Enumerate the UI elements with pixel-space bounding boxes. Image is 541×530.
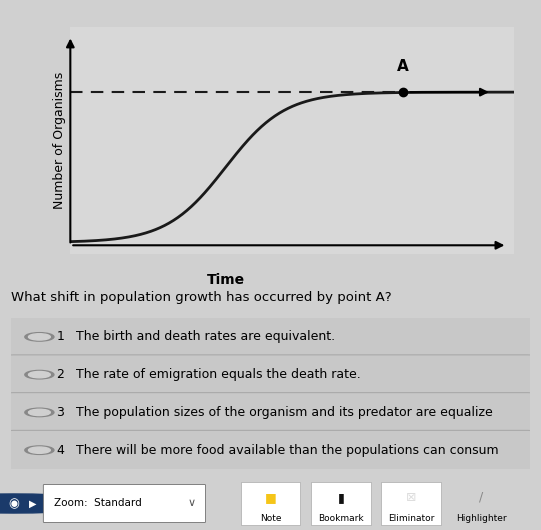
Circle shape [25, 370, 54, 379]
FancyBboxPatch shape [381, 482, 441, 525]
Text: Note: Note [260, 514, 281, 523]
Text: ∨: ∨ [188, 499, 196, 508]
FancyBboxPatch shape [8, 317, 533, 357]
Text: 2: 2 [56, 368, 64, 381]
Circle shape [0, 494, 111, 513]
Text: The birth and death rates are equivalent.: The birth and death rates are equivalent… [76, 330, 335, 343]
Text: 3: 3 [56, 406, 64, 419]
FancyBboxPatch shape [8, 393, 533, 432]
Text: ⊠: ⊠ [406, 491, 417, 504]
Circle shape [25, 333, 54, 341]
Circle shape [29, 409, 50, 416]
Circle shape [29, 372, 50, 378]
Text: The rate of emigration equals the death rate.: The rate of emigration equals the death … [76, 368, 360, 381]
Circle shape [29, 447, 50, 453]
Y-axis label: Number of Organisms: Number of Organisms [53, 72, 66, 209]
Text: Highlighter: Highlighter [456, 514, 507, 523]
Text: Zoom:  Standard: Zoom: Standard [54, 499, 142, 508]
Text: 1: 1 [56, 330, 64, 343]
Circle shape [25, 408, 54, 417]
Text: The population sizes of the organism and its predator are equalize: The population sizes of the organism and… [76, 406, 492, 419]
Circle shape [25, 446, 54, 454]
Text: Bookmark: Bookmark [318, 514, 364, 523]
Text: ▮: ▮ [338, 491, 344, 504]
Text: ◉: ◉ [8, 497, 19, 510]
Text: /: / [479, 491, 484, 504]
Text: Eliminator: Eliminator [388, 514, 434, 523]
Text: ▶: ▶ [29, 499, 36, 508]
Text: There will be more food available than the populations can consum: There will be more food available than t… [76, 444, 498, 457]
Circle shape [29, 334, 50, 340]
FancyBboxPatch shape [311, 482, 371, 525]
FancyBboxPatch shape [8, 430, 533, 470]
FancyBboxPatch shape [241, 482, 300, 525]
Text: 4: 4 [56, 444, 64, 457]
Text: ■: ■ [265, 491, 276, 504]
Text: What shift in population growth has occurred by point A?: What shift in population growth has occu… [11, 292, 392, 305]
Text: A: A [397, 59, 409, 74]
FancyBboxPatch shape [43, 484, 206, 523]
FancyBboxPatch shape [8, 355, 533, 394]
Text: Time: Time [207, 273, 245, 287]
